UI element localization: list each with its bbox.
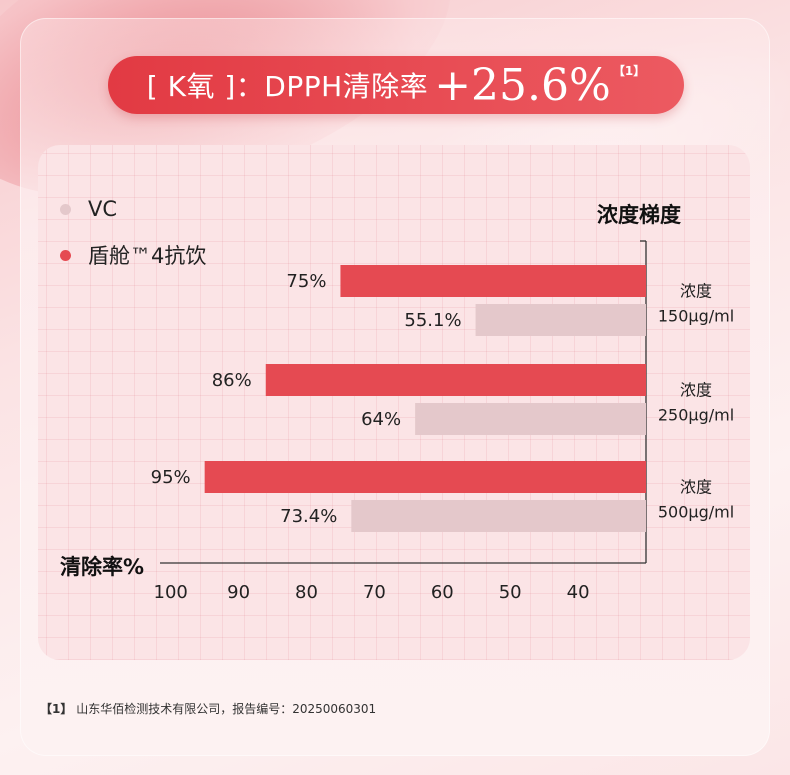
- legend-label-vc: VC: [88, 197, 118, 221]
- legend-dot-product: [60, 249, 71, 261]
- legend-label-product: 盾舱™4抗饮: [88, 244, 207, 268]
- footnote-mark: 【1】: [40, 702, 73, 716]
- concentration-axis-title: 浓度梯度: [597, 203, 681, 227]
- title-banner: [ K氧 ]：DPPH清除率 +25.6% 【1】: [108, 56, 684, 114]
- chart-panel: [38, 145, 750, 660]
- legend-item-vc: VC: [60, 197, 117, 221]
- rate-axis-title: 清除率%: [60, 555, 145, 579]
- legend-item-product: 盾舱™4抗饮: [60, 240, 206, 270]
- title-reference-mark: 【1】: [612, 64, 646, 78]
- legend-dot-vc: [60, 203, 71, 215]
- title-highlight-value: +25.6%: [434, 59, 611, 111]
- title-main-text: [ K氧 ]：DPPH清除率: [146, 70, 429, 103]
- footnote-text: 山东华佰检测技术有限公司，报告编号：20250060301: [76, 702, 377, 716]
- footnote: 【1】 山东华佰检测技术有限公司，报告编号：20250060301: [40, 700, 376, 717]
